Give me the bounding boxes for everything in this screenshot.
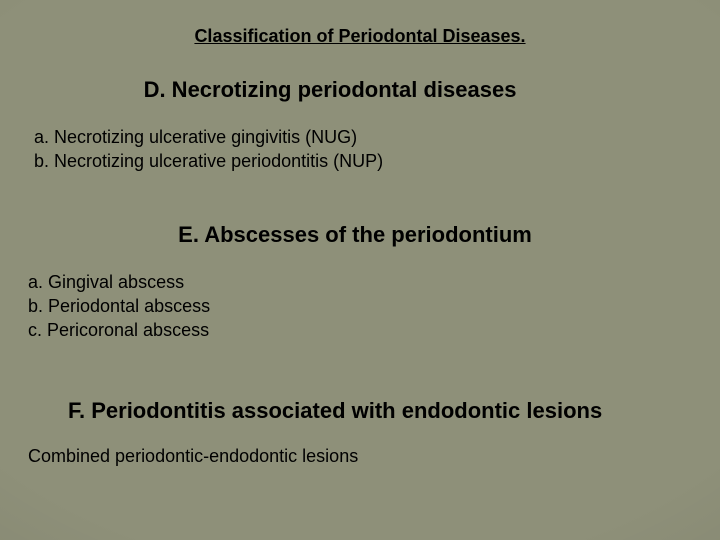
section-f-list: Combined periodontic-endodontic lesions [28,446,692,467]
section-d-heading: D. Necrotizing periodontal diseases [0,77,692,103]
page-title: Classification of Periodontal Diseases. [28,26,692,47]
section-f-item-a: Combined periodontic-endodontic lesions [28,446,692,467]
section-e-item-c: c. Pericoronal abscess [28,318,692,342]
slide: Classification of Periodontal Diseases. … [0,0,720,540]
section-d-item-b: b. Necrotizing ulcerative periodontitis … [34,149,692,173]
section-e-item-a: a. Gingival abscess [28,270,692,294]
section-e-item-b: b. Periodontal abscess [28,294,692,318]
section-d-item-a: a. Necrotizing ulcerative gingivitis (NU… [34,125,692,149]
section-e-heading: E. Abscesses of the periodontium [18,222,692,248]
section-d-list: a. Necrotizing ulcerative gingivitis (NU… [34,125,692,174]
section-f-heading: F. Periodontitis associated with endodon… [68,398,692,424]
section-e-list: a. Gingival abscess b. Periodontal absce… [28,270,692,343]
